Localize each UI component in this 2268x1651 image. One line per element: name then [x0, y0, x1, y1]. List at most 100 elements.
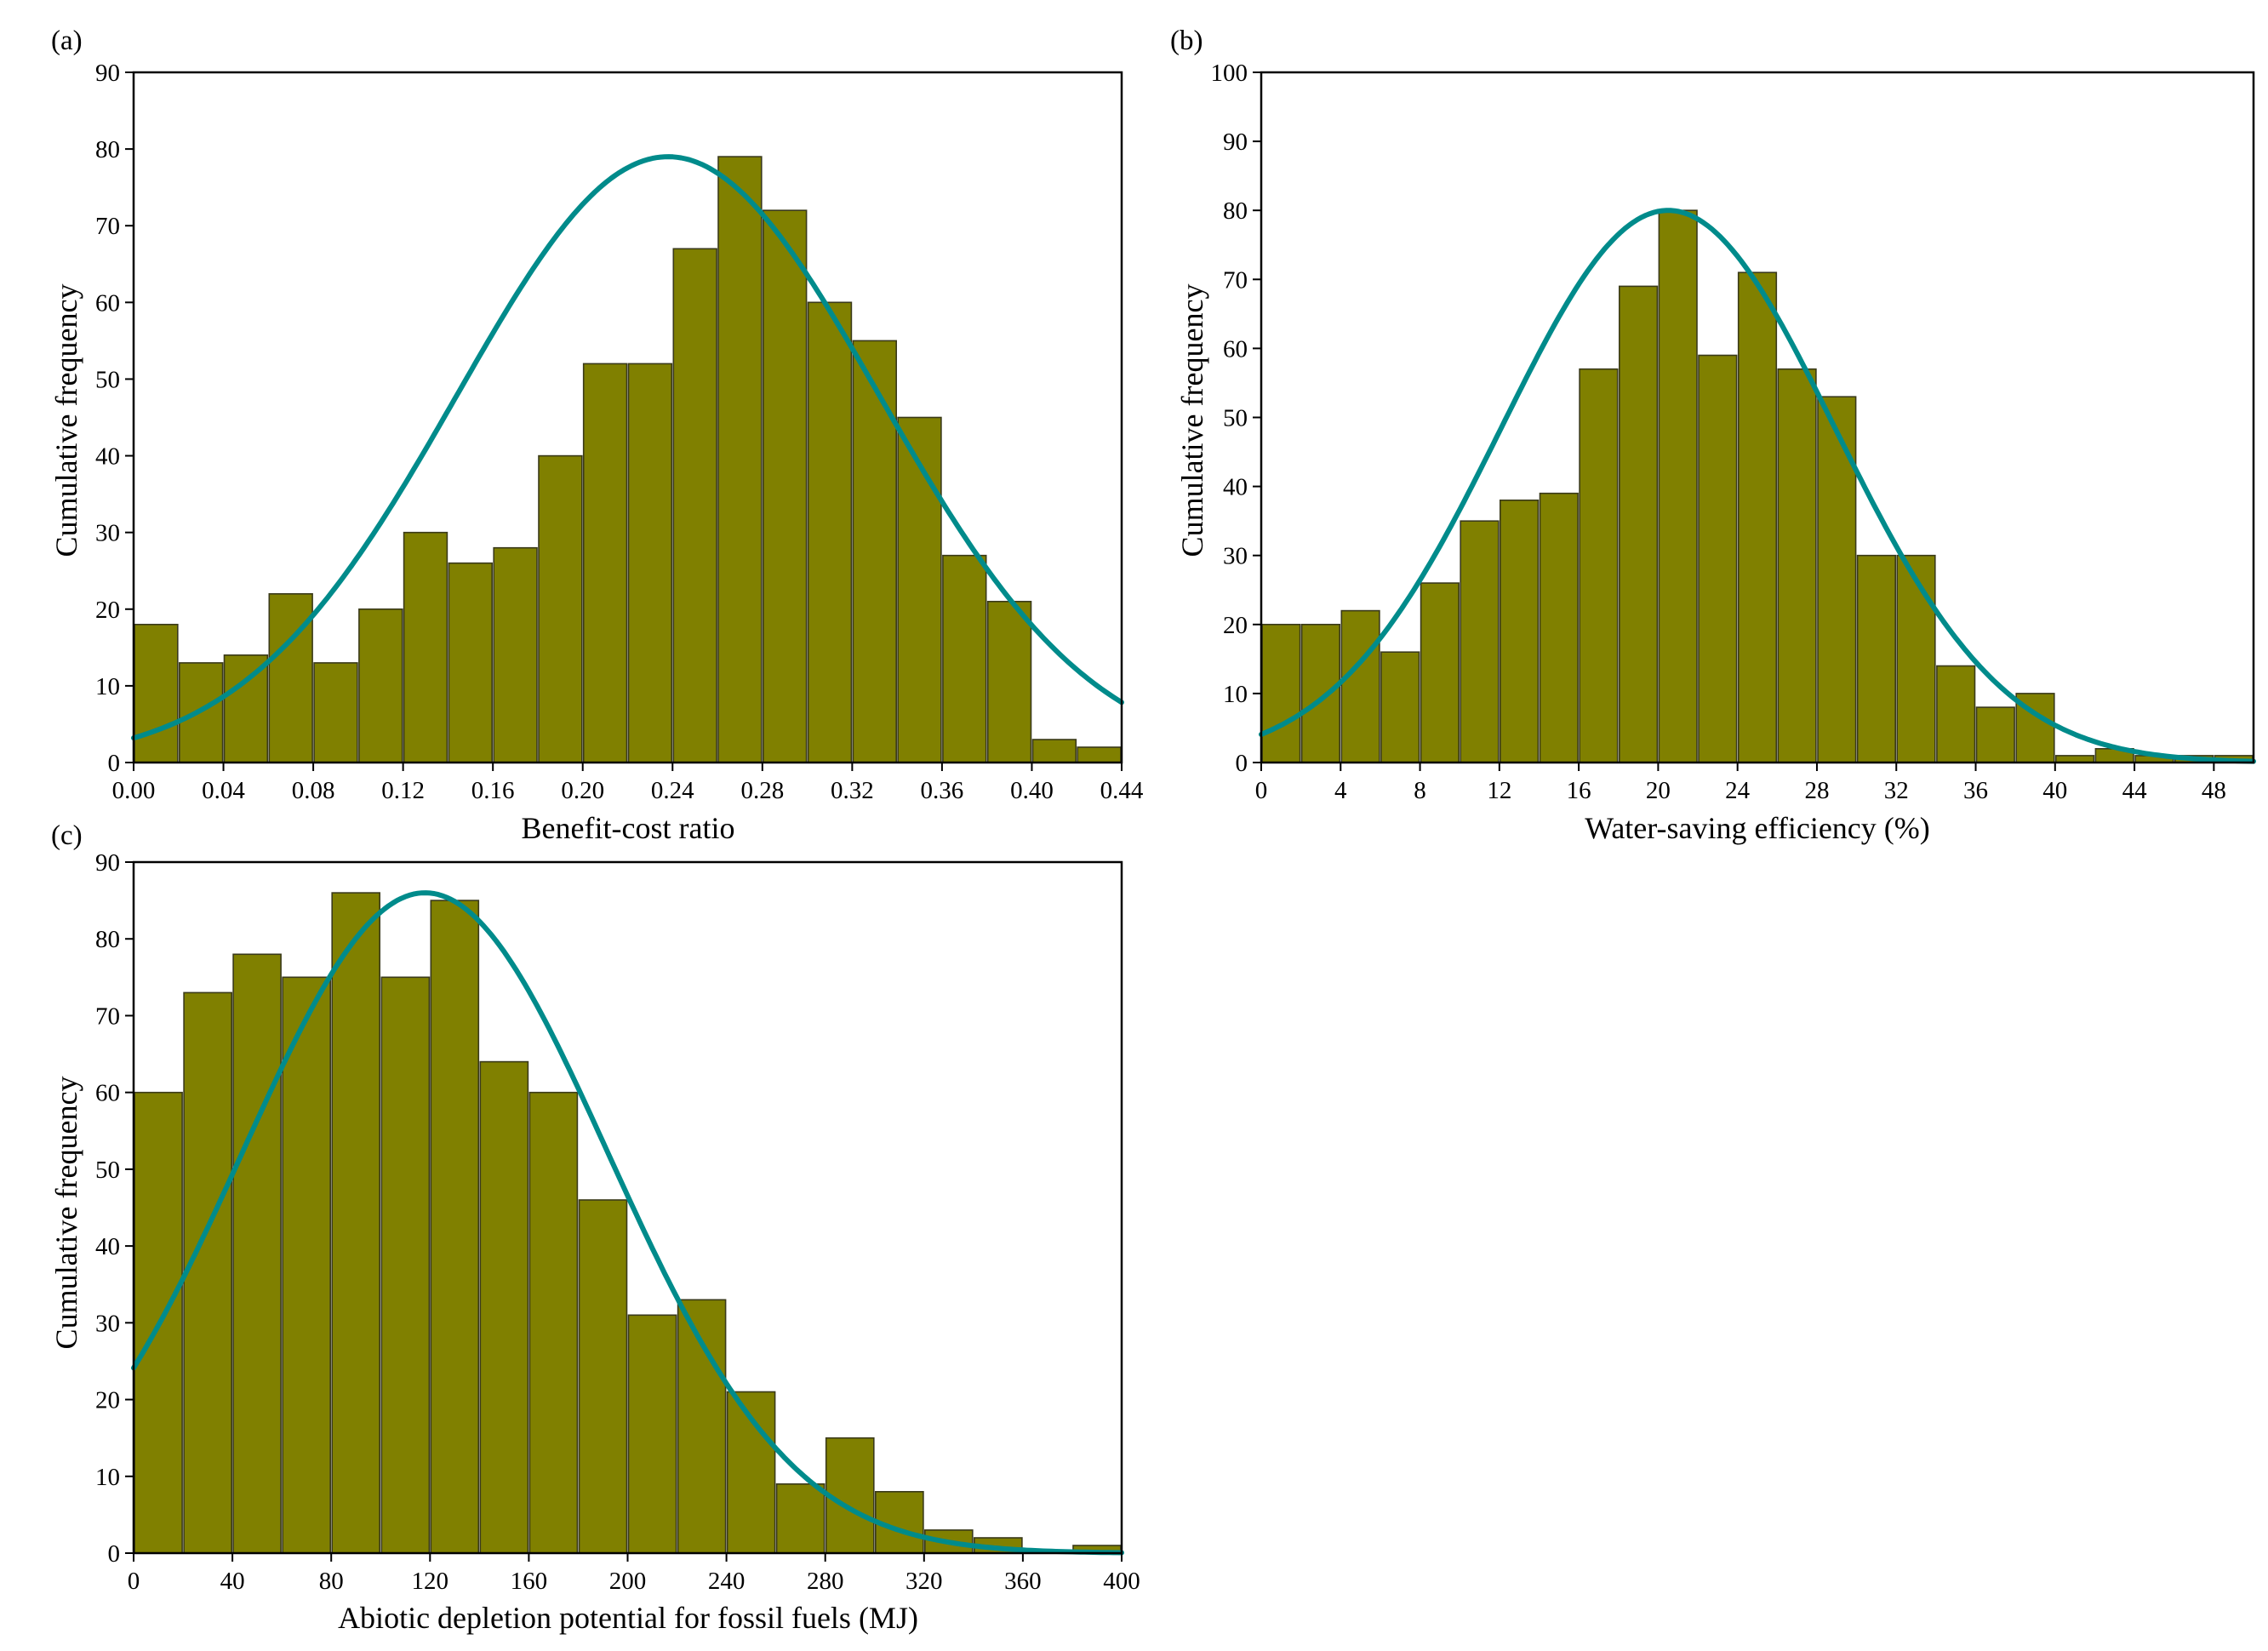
x-axis-title: Benefit-cost ratio	[522, 811, 735, 845]
histogram-bar	[825, 1437, 875, 1554]
histogram-bar	[1896, 554, 1936, 763]
histogram-bar	[1619, 285, 1659, 763]
x-tick-label: 24	[1725, 777, 1751, 804]
histogram-bar	[762, 209, 808, 763]
x-tick-label: 0.40	[1010, 777, 1054, 804]
x-tick-label: 44	[2122, 777, 2148, 804]
histogram-bar	[1500, 499, 1540, 763]
x-tick-label: 0.28	[740, 777, 784, 804]
y-tick-label: 60	[1223, 335, 1248, 363]
x-tick-label: 0.12	[381, 777, 425, 804]
y-tick-label: 80	[1223, 197, 1248, 225]
panel-b: (b) 0 4 8 12 16 20 24 28 32 36 40 44 48 010203040506…	[1170, 26, 2256, 845]
y-tick-label: 50	[1223, 405, 1248, 432]
y-tick-label: 30	[1223, 543, 1248, 570]
y-tick-label: 90	[1223, 129, 1248, 156]
x-tick-label: 320	[905, 1568, 943, 1595]
plot-frame	[132, 860, 1123, 1555]
histogram-bar	[1261, 623, 1301, 763]
x-tick-label: 120	[412, 1568, 449, 1595]
histogram-bar	[775, 1483, 826, 1554]
y-tick-label: 40	[95, 1233, 120, 1260]
histogram-bar	[807, 301, 853, 763]
y-axis-ticks: 0 10 20 30 40 50 60 70 80 90	[95, 849, 134, 1568]
y-tick-label: 50	[95, 366, 120, 393]
histogram-bar	[1031, 739, 1077, 763]
x-tick-label: 0.20	[561, 777, 604, 804]
y-tick-label: 80	[95, 136, 120, 163]
y-tick-label: 70	[95, 1003, 120, 1030]
y-tick-label: 0	[1236, 750, 1248, 777]
y-tick-label: 30	[95, 520, 120, 547]
histogram-bar	[493, 546, 538, 763]
x-tick-label: 80	[319, 1568, 344, 1595]
x-tick-label: 0.36	[921, 777, 964, 804]
histogram-bar	[1340, 609, 1380, 763]
histogram-bar	[897, 416, 942, 763]
histogram-bar	[578, 1199, 628, 1554]
x-tick-label: 0.16	[471, 777, 515, 804]
x-tick-label: 32	[1884, 777, 1909, 804]
histogram-bar	[1777, 368, 1817, 763]
y-axis-title: Cumulative frequency	[1175, 284, 1209, 557]
histogram-bar	[430, 900, 480, 1554]
histogram-bar	[1579, 368, 1619, 763]
histogram-bar	[1380, 651, 1420, 763]
y-axis-ticks: 0 10 20 30 40 50 60 70 80 90	[95, 60, 134, 777]
panel-label: (a)	[51, 26, 83, 56]
y-tick-label: 90	[95, 60, 120, 87]
histogram-bar	[582, 363, 628, 763]
histogram-bar	[672, 248, 717, 763]
x-tick-label: 4	[1334, 777, 1347, 804]
y-tick-label: 70	[95, 213, 120, 240]
x-axis-ticks: 0 4 8 12 16 20 24 28 32 36 40 44 48	[1255, 763, 2226, 804]
histogram-bar	[528, 1091, 579, 1554]
y-tick-label: 60	[95, 289, 120, 317]
histogram-bar	[677, 1299, 727, 1554]
histogram-bar	[313, 662, 358, 763]
histogram-bar	[282, 976, 332, 1554]
histogram-bar	[1936, 665, 1976, 763]
y-tick-label: 90	[95, 849, 120, 877]
panel-label: (b)	[1170, 26, 1203, 56]
y-axis-title: Cumulative frequency	[49, 284, 83, 557]
x-axis-title: Water-saving efficiency (%)	[1585, 811, 1930, 845]
x-tick-label: 160	[511, 1568, 548, 1595]
histogram-bar	[1817, 396, 1857, 763]
histogram-bars	[134, 892, 1122, 1554]
y-tick-label: 30	[95, 1310, 120, 1337]
x-axis-ticks: 0.00 0.04 0.08 0.12 0.16 0.20 0.24 0.28 0.32 0.36…	[112, 763, 1144, 804]
y-tick-label: 70	[1223, 266, 1248, 294]
plot-frame	[132, 71, 1123, 764]
x-tick-label: 0.44	[1100, 777, 1144, 804]
x-tick-label: 360	[1004, 1568, 1042, 1595]
y-tick-label: 20	[95, 597, 120, 624]
x-tick-label: 16	[1567, 777, 1591, 804]
y-tick-label: 40	[95, 443, 120, 471]
x-axis-ticks: 0 40 80 120 160 200 240 280 320 360 400	[128, 1553, 1140, 1595]
y-tick-label: 40	[1223, 474, 1248, 501]
histogram-bar	[380, 976, 431, 1554]
histogram-bar	[358, 608, 403, 763]
histogram-bar	[1539, 492, 1579, 763]
x-tick-label: 12	[1487, 777, 1511, 804]
histogram-bar	[986, 600, 1032, 763]
x-tick-label: 40	[2042, 777, 2067, 804]
y-tick-label: 50	[95, 1157, 120, 1184]
x-axis-title: Abiotic depletion potential for fossil f…	[338, 1601, 918, 1635]
histogram-bars	[1261, 209, 2254, 763]
x-tick-label: 0	[1255, 777, 1268, 804]
histogram-bar	[852, 340, 898, 763]
y-tick-label: 20	[1223, 612, 1248, 639]
x-tick-label: 40	[220, 1568, 245, 1595]
y-tick-label: 0	[108, 750, 121, 777]
x-tick-label: 36	[1963, 777, 1988, 804]
y-tick-label: 80	[95, 926, 120, 953]
histogram-bar	[268, 592, 313, 763]
histogram-bars	[134, 156, 1122, 763]
histogram-bar	[538, 454, 583, 763]
y-tick-label: 20	[95, 1387, 120, 1414]
histogram-bar	[232, 953, 282, 1554]
y-tick-label: 0	[108, 1540, 121, 1568]
